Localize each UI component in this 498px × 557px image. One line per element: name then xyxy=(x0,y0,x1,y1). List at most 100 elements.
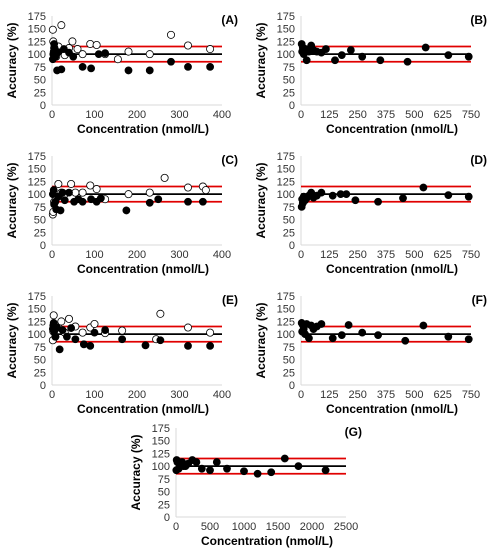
data-point-filled xyxy=(253,469,262,478)
data-point-filled xyxy=(305,334,313,343)
data-point-filled xyxy=(79,340,88,349)
chart-panel-f: 0 25 50 75 100 125 150 175 0 125 250 375 500 625 750 Co… xyxy=(249,280,498,420)
x-tick-label: 0 xyxy=(298,389,304,401)
data-point-filled xyxy=(122,206,131,215)
data-point-open xyxy=(48,25,57,34)
data-point-open xyxy=(65,314,74,323)
data-point-filled xyxy=(192,458,201,466)
data-point-open xyxy=(145,188,154,197)
data-point-filled xyxy=(328,334,337,343)
data-point-filled xyxy=(374,197,382,206)
y-tick-label: 125 xyxy=(28,316,46,328)
data-point-filled xyxy=(421,43,430,52)
data-point-filled xyxy=(321,466,330,475)
y-tick-label: 25 xyxy=(158,499,170,511)
x-tick-label: 400 xyxy=(213,109,231,121)
x-axis-title: Concentration (nmol/L) xyxy=(326,262,458,276)
x-tick-label: 500 xyxy=(405,249,423,261)
y-tick-label: 0 xyxy=(164,512,170,524)
x-tick-label: 0 xyxy=(49,249,55,261)
data-point-filled xyxy=(56,206,65,215)
y-tick-label: 125 xyxy=(277,176,295,188)
data-point-filled xyxy=(67,324,76,332)
y-tick-label: 100 xyxy=(152,461,170,473)
x-tick-label: 250 xyxy=(348,249,366,261)
x-tick-label: 300 xyxy=(170,109,188,121)
x-tick-label: 625 xyxy=(433,109,451,121)
data-point-filled xyxy=(101,49,110,58)
x-tick-label: 500 xyxy=(405,109,423,121)
data-point-filled xyxy=(464,335,473,344)
y-tick-label: 125 xyxy=(28,176,46,188)
y-tick-label: 100 xyxy=(28,329,46,341)
data-point-open xyxy=(67,179,76,188)
data-point-filled xyxy=(206,62,214,71)
y-tick-label: 175 xyxy=(28,11,46,23)
y-tick-label: 75 xyxy=(158,474,170,486)
data-point-filled xyxy=(57,65,66,74)
x-tick-label: 750 xyxy=(462,109,480,121)
data-point-filled xyxy=(322,45,330,53)
y-tick-label: 50 xyxy=(34,75,46,87)
y-tick-label: 25 xyxy=(283,227,295,239)
x-axis-title: Concentration (nmol/L) xyxy=(77,262,209,276)
data-point-filled xyxy=(51,332,60,341)
data-point-open xyxy=(183,183,192,192)
x-tick-label: 250 xyxy=(348,389,366,401)
chart-panel-c: 0 25 50 75 100 125 150 175 0 100 200 300 400 Concentr… xyxy=(0,140,249,280)
data-point-open xyxy=(160,173,169,182)
y-tick-label: 100 xyxy=(28,49,46,61)
x-tick-label: 500 xyxy=(405,389,423,401)
y-tick-label: 175 xyxy=(28,151,46,163)
data-point-open xyxy=(183,41,192,50)
data-point-open xyxy=(68,37,77,46)
y-tick-label: 175 xyxy=(277,151,295,163)
data-point-filled xyxy=(154,195,163,204)
y-tick-label: 50 xyxy=(283,355,295,367)
chart-panel-d: 0 25 50 75 100 125 150 175 0 125 250 375 500 625 750 Co… xyxy=(249,140,498,280)
data-point-filled xyxy=(464,52,473,61)
data-point-open xyxy=(78,328,87,337)
data-point-filled xyxy=(280,454,289,463)
data-point-open xyxy=(92,40,101,49)
panel-label: (D) xyxy=(470,153,487,167)
x-tick-label: 2000 xyxy=(300,521,324,533)
y-tick-label: 25 xyxy=(34,367,46,379)
x-tick-label: 200 xyxy=(128,249,146,261)
x-tick-label: 0 xyxy=(49,389,55,401)
y-tick-label: 175 xyxy=(277,11,295,23)
data-point-filled xyxy=(96,194,105,203)
y-tick-label: 0 xyxy=(289,100,295,112)
data-point-filled xyxy=(294,462,303,471)
data-point-filled xyxy=(212,458,221,466)
data-point-filled xyxy=(101,326,110,334)
data-point-filled xyxy=(184,197,192,206)
data-point-filled xyxy=(401,336,410,345)
chart-panel-b: 0 25 50 75 100 125 150 175 0 125 250 375 500 625 750 Co… xyxy=(249,0,498,140)
x-tick-label: 375 xyxy=(377,389,395,401)
data-point-filled xyxy=(90,328,99,337)
x-tick-label: 625 xyxy=(433,249,451,261)
x-tick-label: 200 xyxy=(128,109,146,121)
y-tick-label: 125 xyxy=(152,448,170,460)
data-point-filled xyxy=(55,345,64,354)
panel-label: (E) xyxy=(222,293,238,307)
data-point-filled xyxy=(399,194,407,203)
data-point-filled xyxy=(69,52,78,61)
y-tick-label: 150 xyxy=(28,24,46,36)
data-point-filled xyxy=(358,328,367,337)
data-point-open xyxy=(206,45,215,54)
y-tick-label: 150 xyxy=(28,304,46,316)
x-axis-title: Concentration (nmol/L) xyxy=(326,122,458,136)
x-tick-label: 300 xyxy=(170,389,188,401)
y-tick-label: 150 xyxy=(152,436,170,448)
data-point-filled xyxy=(419,321,428,330)
y-tick-label: 0 xyxy=(40,240,46,252)
y-axis-title: Accuracy (%) xyxy=(5,22,19,98)
data-point-open xyxy=(78,50,87,59)
